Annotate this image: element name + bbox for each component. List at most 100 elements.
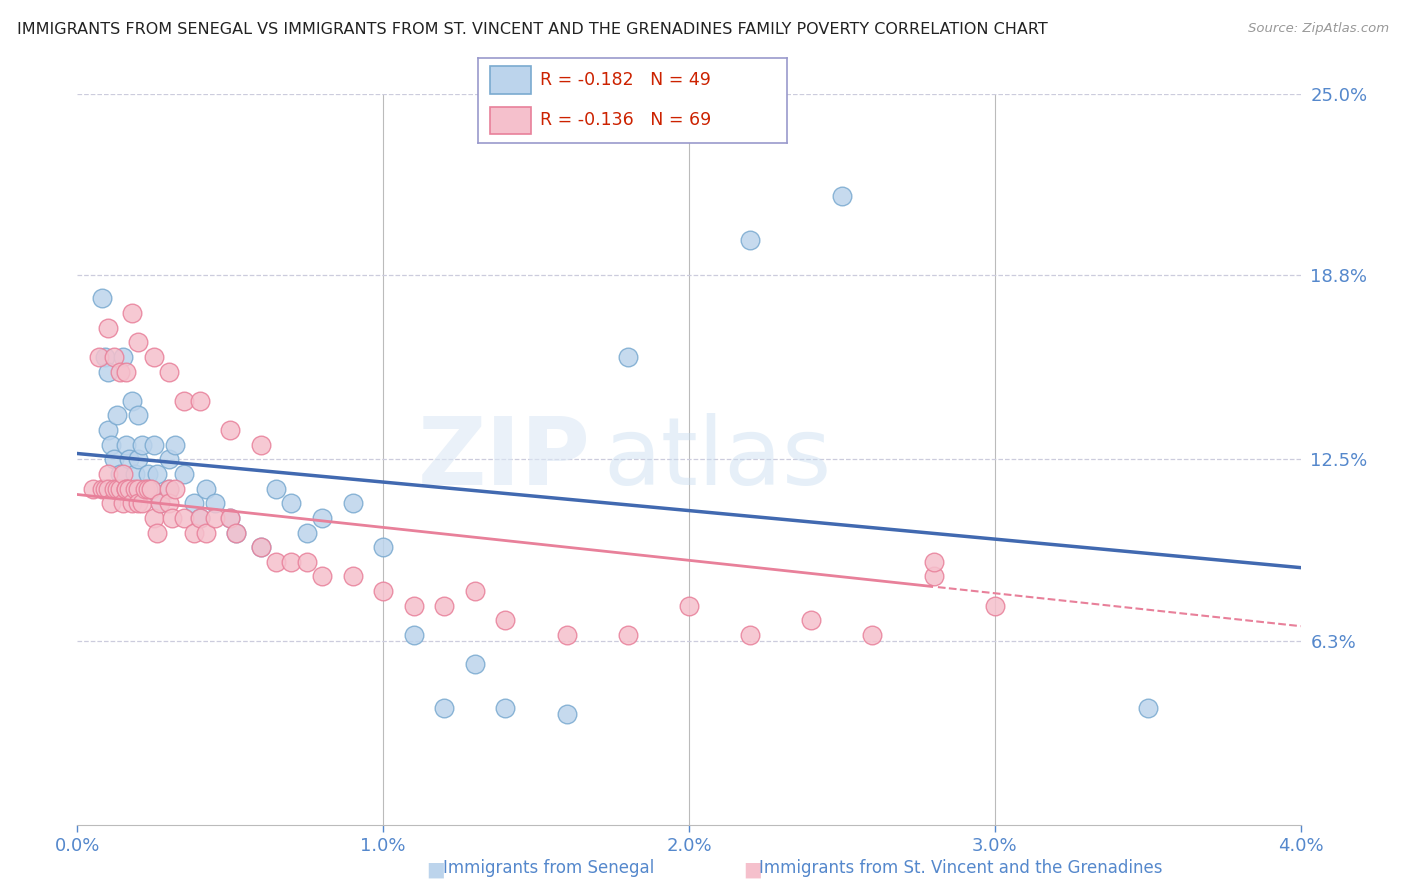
Point	[984, 599, 1007, 613]
Point	[157, 496, 180, 510]
Point	[188, 393, 211, 408]
Point	[136, 467, 159, 481]
Point	[142, 511, 165, 525]
Point	[495, 701, 517, 715]
Point	[295, 525, 318, 540]
Point	[922, 555, 945, 569]
Point	[108, 482, 131, 496]
Point	[740, 233, 762, 247]
Point	[134, 482, 156, 496]
Point	[115, 438, 138, 452]
Bar	[491, 67, 530, 94]
Point	[121, 393, 143, 408]
Text: ▪: ▪	[426, 855, 446, 884]
Point	[124, 467, 146, 481]
Point	[280, 555, 302, 569]
Point	[149, 496, 172, 510]
Point	[616, 350, 638, 364]
Point	[371, 584, 394, 599]
Point	[157, 482, 180, 496]
Point	[194, 482, 217, 496]
Point	[165, 482, 187, 496]
Text: ▪: ▪	[742, 855, 762, 884]
Point	[146, 467, 169, 481]
Point	[127, 452, 149, 467]
Point	[188, 511, 211, 525]
Point	[112, 482, 135, 496]
Point	[105, 482, 128, 496]
Point	[433, 599, 456, 613]
Point	[188, 511, 211, 525]
Point	[555, 706, 578, 721]
Point	[616, 628, 638, 642]
Point	[139, 482, 162, 496]
Point	[112, 350, 135, 364]
Point	[112, 496, 135, 510]
Point	[157, 365, 180, 379]
Point	[1136, 701, 1159, 715]
Point	[100, 496, 122, 510]
Point	[173, 393, 195, 408]
Point	[90, 292, 112, 306]
Point	[555, 628, 578, 642]
Point	[219, 511, 242, 525]
Point	[108, 365, 131, 379]
Point	[194, 525, 217, 540]
Point	[250, 540, 273, 554]
Point	[311, 511, 333, 525]
Text: R = -0.136   N = 69: R = -0.136 N = 69	[540, 112, 711, 129]
Point	[165, 438, 187, 452]
Text: ZIP: ZIP	[418, 413, 591, 506]
Text: Immigrants from Senegal: Immigrants from Senegal	[443, 859, 654, 877]
Point	[402, 628, 425, 642]
Point	[115, 482, 138, 496]
Point	[97, 320, 120, 334]
Point	[250, 540, 273, 554]
Point	[124, 482, 146, 496]
Point	[100, 438, 122, 452]
Point	[225, 525, 247, 540]
Point	[146, 525, 169, 540]
Point	[204, 496, 226, 510]
Point	[94, 482, 117, 496]
Point	[264, 555, 287, 569]
Point	[134, 482, 156, 496]
Point	[157, 452, 180, 467]
Point	[112, 467, 135, 481]
Point	[800, 613, 823, 627]
Point	[108, 467, 131, 481]
Point	[97, 482, 120, 496]
Bar	[491, 107, 530, 134]
Point	[127, 335, 149, 350]
Point	[371, 540, 394, 554]
Point	[103, 452, 125, 467]
Point	[97, 365, 120, 379]
Point	[103, 350, 125, 364]
Text: atlas: atlas	[603, 413, 831, 506]
Point	[219, 511, 242, 525]
Point	[105, 409, 128, 423]
Point	[131, 438, 153, 452]
Point	[831, 189, 853, 203]
Point	[87, 350, 110, 364]
Point	[118, 452, 141, 467]
Text: IMMIGRANTS FROM SENEGAL VS IMMIGRANTS FROM ST. VINCENT AND THE GRENADINES FAMILY: IMMIGRANTS FROM SENEGAL VS IMMIGRANTS FR…	[17, 22, 1047, 37]
Point	[342, 496, 364, 510]
Point	[142, 350, 165, 364]
Point	[97, 467, 120, 481]
Point	[118, 482, 141, 496]
Point	[464, 657, 486, 672]
Point	[127, 482, 149, 496]
Text: R = -0.182   N = 49: R = -0.182 N = 49	[540, 70, 711, 88]
Point	[157, 482, 180, 496]
Point	[433, 701, 456, 715]
Point	[183, 525, 205, 540]
Point	[280, 496, 302, 510]
Point	[136, 482, 159, 496]
Point	[139, 482, 162, 496]
Point	[922, 569, 945, 583]
Point	[183, 496, 205, 510]
Point	[115, 365, 138, 379]
Point	[131, 496, 153, 510]
Point	[115, 482, 138, 496]
